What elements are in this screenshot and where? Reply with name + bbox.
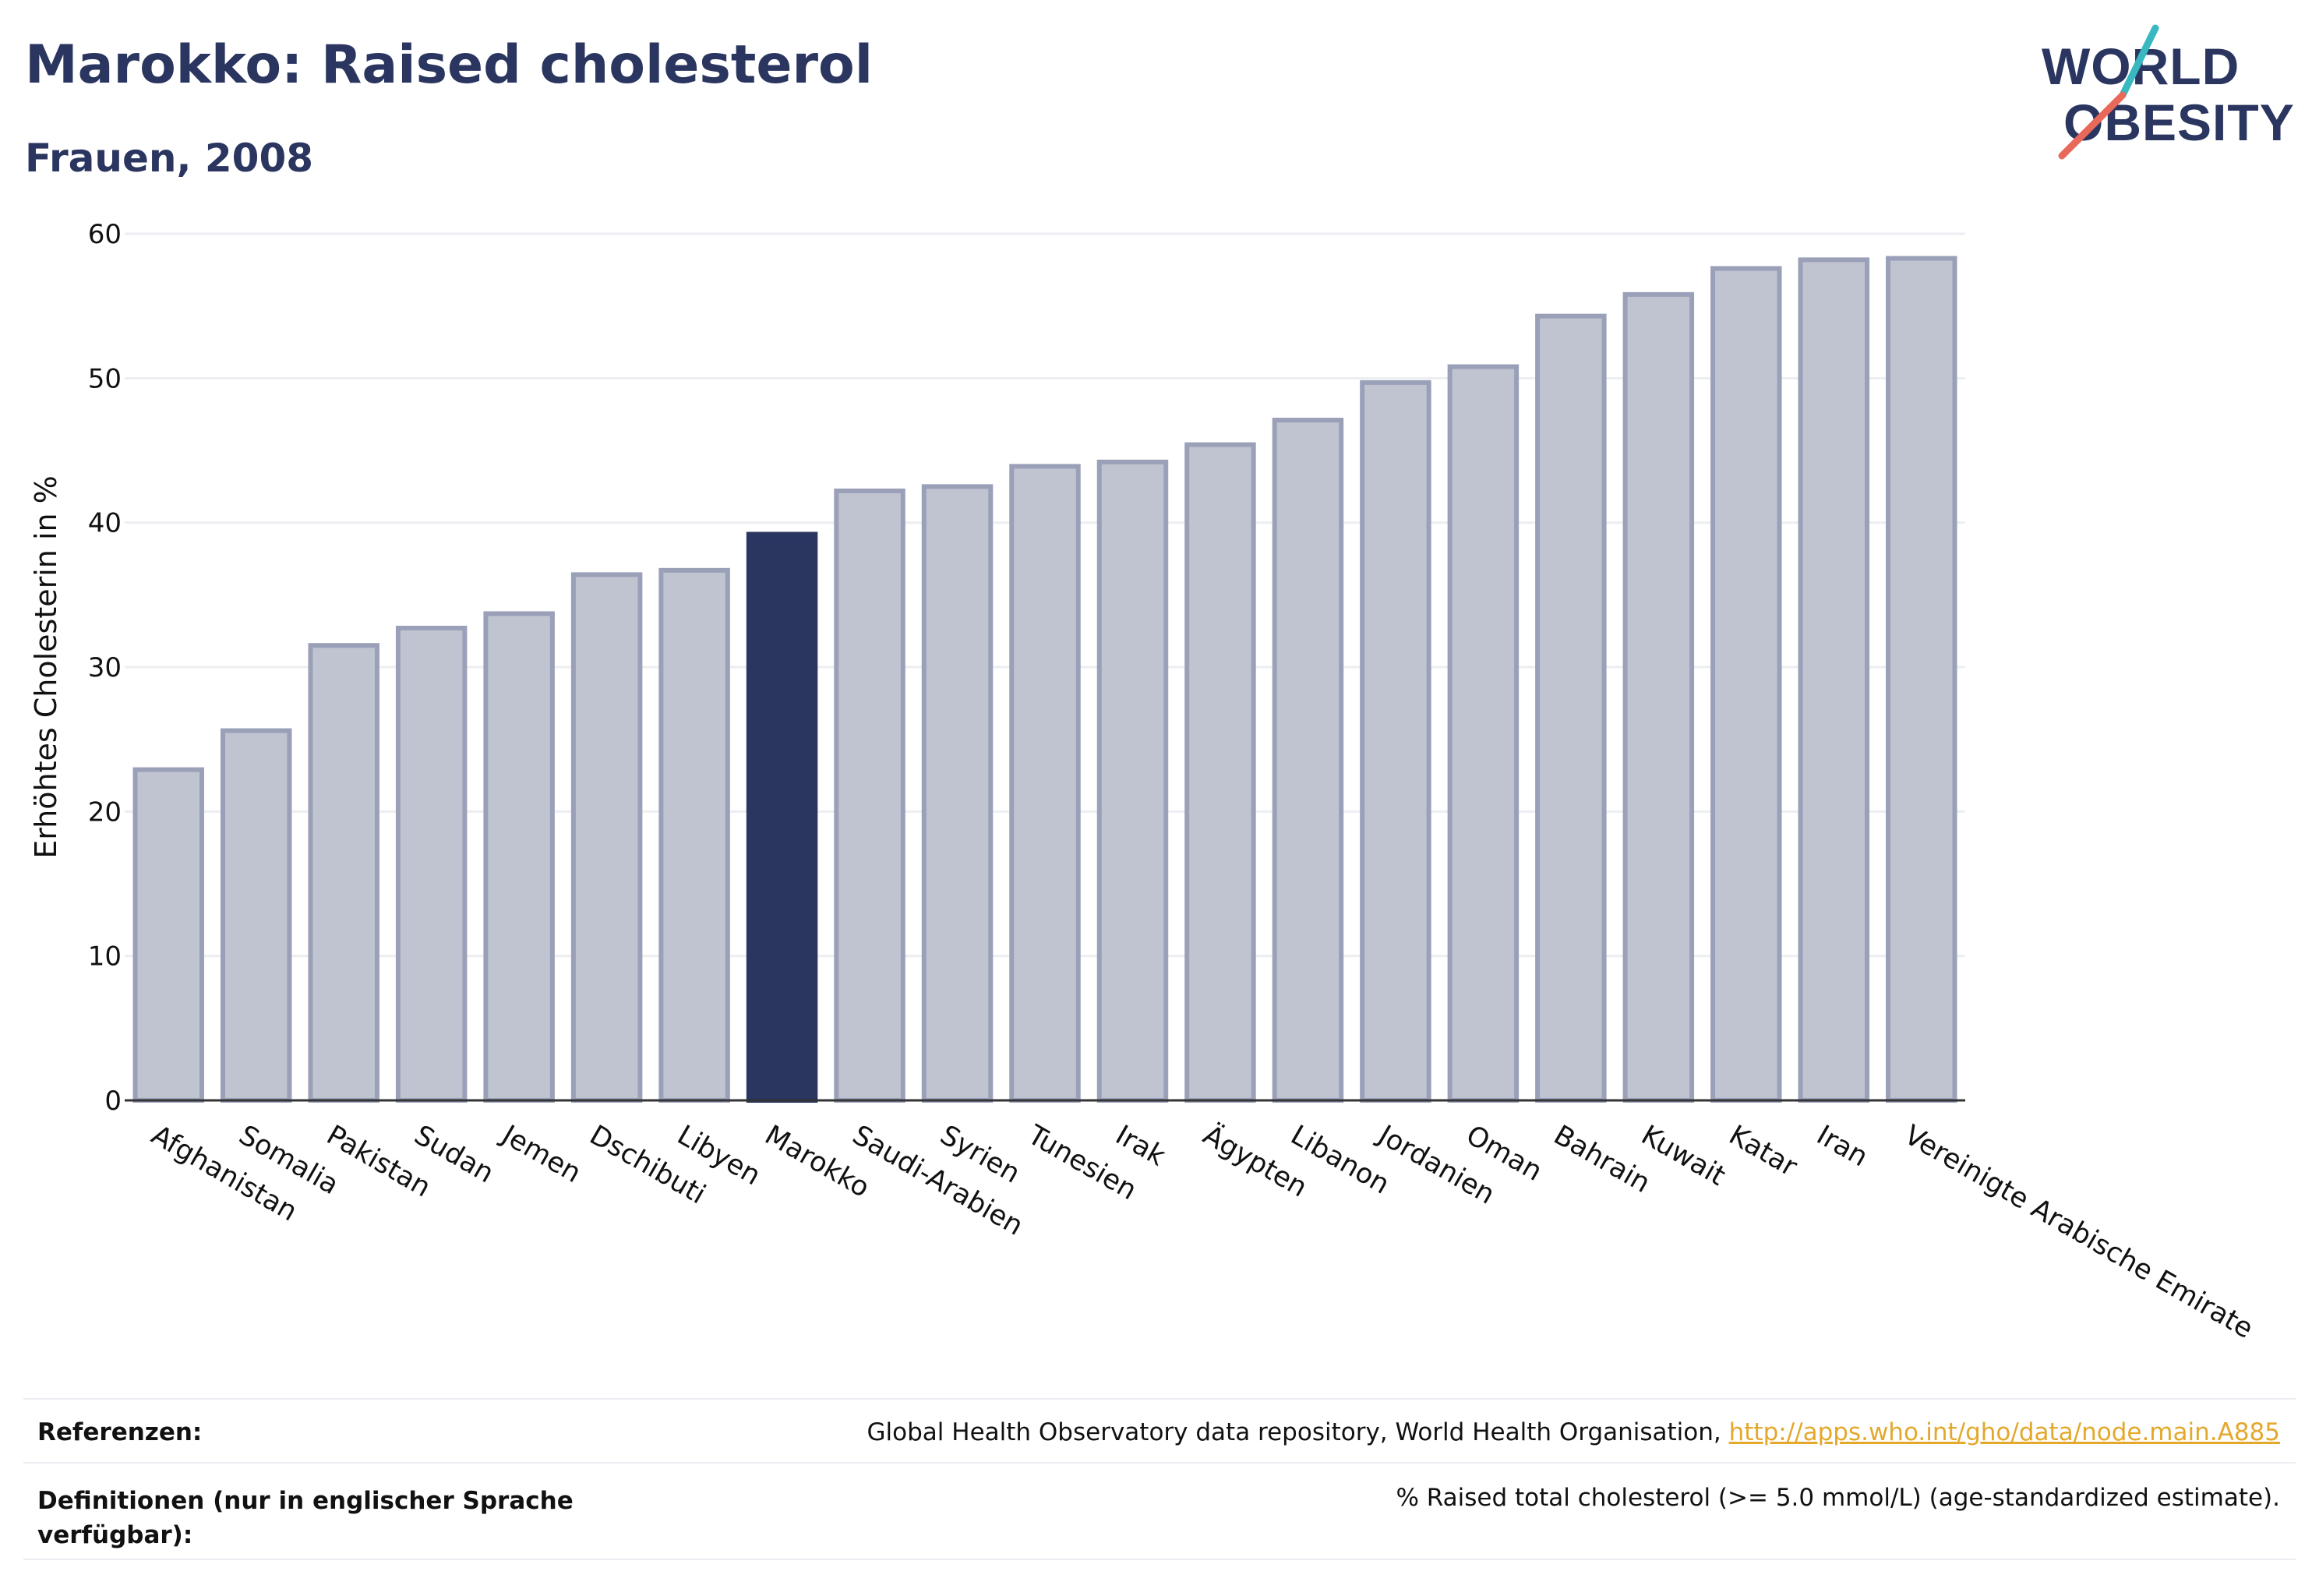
bar-pakistan (308, 643, 379, 1103)
bar-katar (1710, 266, 1782, 1103)
bar-ägypten (1184, 442, 1256, 1103)
footer-divider-top (23, 1398, 2296, 1400)
y-tick-label: 60 (88, 219, 122, 250)
footer-divider-middle (23, 1462, 2296, 1464)
logo-slash-coral (2058, 91, 2127, 160)
logo-slash-teal (2119, 24, 2159, 99)
x-tick-label: Kuwait (1636, 1120, 1730, 1192)
y-tick-label: 0 (104, 1086, 122, 1117)
bar-somalia (220, 728, 292, 1103)
x-tick-label: Jemen (496, 1119, 587, 1189)
references-link[interactable]: http://apps.who.int/gho/data/node.main.A… (1728, 1418, 2280, 1446)
definitions-text: % Raised total cholesterol (>= 5.0 mmol/… (1396, 1484, 2280, 1512)
bar-kuwait (1622, 291, 1695, 1103)
bar-sudan (395, 625, 468, 1103)
chart-title: Marokko: Raised cholesterol (25, 34, 874, 96)
world-obesity-logo: WORLD OBESITY (2042, 24, 2295, 160)
bar-tunesien (1009, 464, 1081, 1103)
x-tick-label: Irak (1110, 1120, 1171, 1173)
bar-irak (1096, 459, 1169, 1103)
references-text: Global Health Observatory data repositor… (867, 1418, 2280, 1446)
y-tick-label: 30 (88, 652, 122, 683)
y-axis-label: Erhöhtes Cholesterin in % (29, 475, 63, 859)
bar-bahrain (1535, 313, 1607, 1103)
bar-iran (1798, 257, 1870, 1103)
bar-jemen (483, 611, 555, 1103)
y-tick-label: 10 (88, 941, 122, 973)
x-tick-label: Vereinigte Arabische Emirate (1899, 1120, 2258, 1345)
references-source: Global Health Observatory data repositor… (867, 1418, 1729, 1446)
bar-saudi-arabien (834, 488, 905, 1103)
logo-line-2: OBESITY (2063, 94, 2295, 151)
bar-dschibuti (570, 572, 643, 1103)
bars (132, 256, 1957, 1103)
bar-libyen (658, 567, 730, 1103)
footer-divider-bottom (23, 1559, 2296, 1560)
x-tick-label: Iran (1811, 1120, 1873, 1174)
y-tick-label: 40 (88, 508, 122, 539)
y-tick-label: 20 (88, 796, 122, 828)
chart-subtitle: Frauen, 2008 (25, 136, 314, 181)
definitions-label: Definitionen (nur in englischer Sprache … (37, 1487, 574, 1549)
bar-chart: 0 10 20 30 40 50 60 AfghanistanSomaliaPakistan… (29, 219, 2258, 1345)
bar-vereinigte-arabische-emirate (1886, 256, 1957, 1103)
x-tick-label: Bahrain (1548, 1120, 1655, 1199)
bar-marokko (746, 531, 818, 1103)
x-tick-label: Katar (1724, 1120, 1802, 1184)
y-tick-labels: 0 10 20 30 40 50 60 (88, 219, 122, 1117)
bar-oman (1447, 364, 1520, 1103)
bar-afghanistan (132, 767, 204, 1103)
y-tick-label: 50 (88, 363, 122, 394)
bar-syrien (921, 484, 994, 1103)
references-label: Referenzen: (37, 1418, 203, 1446)
bar-jordanien (1360, 380, 1431, 1103)
x-tick-labels: AfghanistanSomaliaPakistanSudanJemenDsch… (146, 1118, 2258, 1345)
bar-libanon (1272, 418, 1344, 1103)
